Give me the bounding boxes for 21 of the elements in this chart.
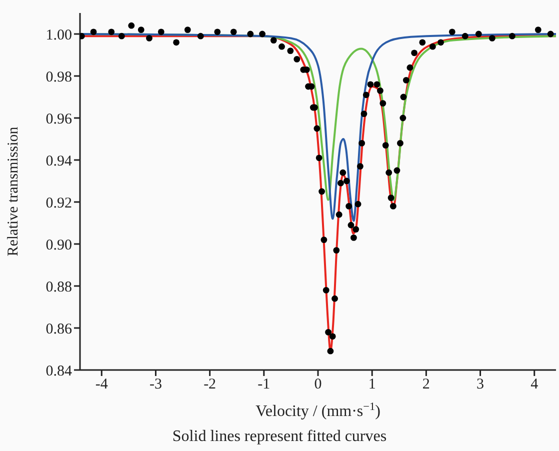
- x-tick-label: -1: [258, 376, 270, 393]
- y-tick-label: 0.90: [46, 237, 72, 254]
- x-axis-title: Velocity / (mm·s$^{−1}$): [256, 401, 380, 420]
- y-tick-label: 1.00: [46, 27, 72, 44]
- y-tick-label: 0.94: [46, 153, 72, 170]
- y-tick-label: 0.98: [46, 69, 72, 86]
- y-tick-label: 0.86: [46, 321, 72, 338]
- y-tick-label: 0.88: [46, 279, 72, 296]
- y-tick-label: 0.96: [46, 111, 72, 128]
- x-tick-label: 1: [368, 376, 376, 393]
- y-axis-title: Relative transmission: [5, 126, 22, 256]
- x-tick-label: 3: [476, 376, 484, 393]
- y-tick-label: 0.84: [46, 363, 72, 380]
- x-tick-label: 0: [314, 376, 322, 393]
- text: Solid lines represent fitted curves: [171, 428, 388, 446]
- x-tick-label: -3: [149, 376, 162, 393]
- x-tick-label: 4: [530, 376, 539, 393]
- x-tick-label: -2: [204, 376, 216, 393]
- y-tick-label: 0.92: [46, 195, 72, 212]
- x-tick-label: -4: [95, 376, 108, 393]
- x-tick-label: 2: [422, 376, 430, 393]
